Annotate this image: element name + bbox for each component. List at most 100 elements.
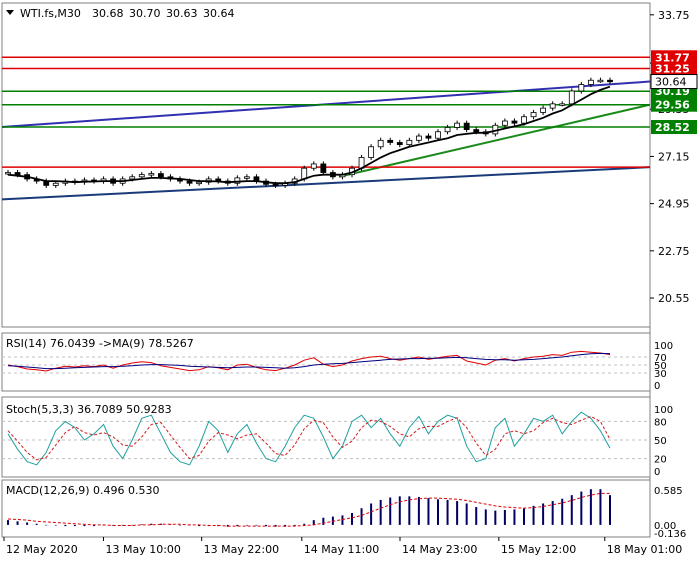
current-price-bg xyxy=(650,74,698,90)
indicator-series-1-0 xyxy=(7,350,611,372)
price-tick-label: 22.75 xyxy=(658,245,690,258)
indicator-tick-label: 20 xyxy=(654,455,667,466)
macd-signal-line xyxy=(7,492,610,527)
rsi-title: RSI(14) 76.0439 ->MA(9) 78.5267 xyxy=(6,337,194,350)
time-tick-label: 13 May 22:00 xyxy=(204,543,279,556)
price-tick-label: 33.75 xyxy=(658,9,690,22)
macd-bar xyxy=(484,509,487,525)
indicator-tick-label: 80 xyxy=(654,417,667,428)
trendline-lower-channel xyxy=(1,166,651,201)
indicator-series-2-0 xyxy=(7,411,611,466)
candle-body xyxy=(196,181,203,185)
macd-bar xyxy=(475,507,478,525)
candle-body xyxy=(425,135,432,139)
indicator-tick-label: 30 xyxy=(654,369,667,380)
ohlc-high: 30.70 xyxy=(129,7,161,20)
dropdown-triangle-icon[interactable] xyxy=(6,10,14,15)
current-price-label: 30.64 xyxy=(655,76,687,89)
macd-bar xyxy=(408,496,411,525)
macd-bar xyxy=(589,489,592,525)
macd-bar xyxy=(503,510,506,525)
candle-body xyxy=(14,172,21,176)
indicator-tick-label: 50 xyxy=(654,361,667,372)
price-tick-label: 20.55 xyxy=(658,292,690,305)
time-tick-label: 15 May 12:00 xyxy=(501,543,576,556)
macd-bar xyxy=(54,524,57,526)
macd-bar xyxy=(150,523,153,525)
candle-body xyxy=(568,90,575,105)
candle-body xyxy=(148,173,155,176)
macd-bar xyxy=(580,491,583,525)
macd-bar xyxy=(140,524,143,525)
macd-bar xyxy=(427,498,430,525)
candle-body xyxy=(377,139,384,148)
candle-body xyxy=(415,135,422,141)
trendline-rising-support xyxy=(338,103,651,178)
macd-bar xyxy=(446,499,449,525)
candle-body xyxy=(549,103,556,109)
indicator-tick-label: 50 xyxy=(654,436,667,447)
macd-bar xyxy=(16,521,19,525)
panel-frames xyxy=(1,2,651,538)
price-line-label: 31.77 xyxy=(655,51,690,64)
macd-bar xyxy=(83,524,86,527)
candle-body xyxy=(540,107,547,113)
macd-bar xyxy=(7,520,9,525)
candle-body xyxy=(559,103,566,106)
macd-bar xyxy=(379,499,382,525)
candle-body xyxy=(243,176,250,179)
macd-bar xyxy=(437,499,439,525)
candle-body xyxy=(578,84,585,92)
candle-body xyxy=(521,116,527,124)
macd-bar xyxy=(64,524,67,527)
macd-tick-label: -0.136 xyxy=(654,529,686,540)
macd-bar xyxy=(265,524,267,527)
time-tick-label: 13 May 10:00 xyxy=(105,543,180,556)
macd-bar xyxy=(513,509,516,525)
macd-bar xyxy=(293,524,296,527)
candle-body xyxy=(607,79,613,83)
candle-body xyxy=(396,142,403,146)
macd-bar xyxy=(341,515,344,525)
candle-body xyxy=(234,177,241,184)
symbol-label: WTI.fs,M30 xyxy=(20,7,81,20)
indicator-tick-label: 70 xyxy=(654,353,667,364)
price-line-label: 28.52 xyxy=(655,121,690,134)
macd-bar xyxy=(303,523,306,525)
macd-bar xyxy=(370,503,373,525)
candle-body xyxy=(597,79,604,83)
candle-body xyxy=(444,127,451,133)
macd-bar xyxy=(179,524,181,526)
candle-body xyxy=(501,120,508,126)
macd-bar xyxy=(494,510,497,525)
macd-bar xyxy=(245,524,248,526)
macd-bar xyxy=(389,497,392,525)
price-tick-label: 24.95 xyxy=(658,198,690,211)
macd-bar xyxy=(331,516,334,525)
macd-bar xyxy=(398,496,401,525)
macd-bar xyxy=(360,508,363,525)
candle-body xyxy=(473,129,480,133)
macd-bar xyxy=(609,495,611,525)
candle-body xyxy=(138,174,145,178)
candle-body xyxy=(320,163,327,173)
candle-body xyxy=(310,163,317,169)
macd-bar xyxy=(523,508,525,525)
macd-bar xyxy=(542,503,545,525)
price-panel: WTI.fs,M30 30.68 30.70 30.63 30.64 33.75… xyxy=(1,7,698,305)
moving-average-line xyxy=(7,85,611,185)
candle-body xyxy=(5,172,11,175)
price-line-label-bg xyxy=(651,120,697,135)
macd-bar xyxy=(159,523,162,525)
time-tick-label: 18 May 01:00 xyxy=(607,543,682,556)
indicator-tick-label: 100 xyxy=(654,341,673,352)
macd-bar xyxy=(456,501,459,525)
rsi-panel: RSI(14) 76.0439 ->MA(9) 78.5267 10070503… xyxy=(2,337,673,392)
candle-body xyxy=(186,180,193,184)
macd-bar xyxy=(198,524,201,527)
macd-panel: MACD(12,26,9) 0.496 0.530 0.585 0.00-0.13… xyxy=(6,484,686,540)
macd-bar xyxy=(599,489,602,525)
